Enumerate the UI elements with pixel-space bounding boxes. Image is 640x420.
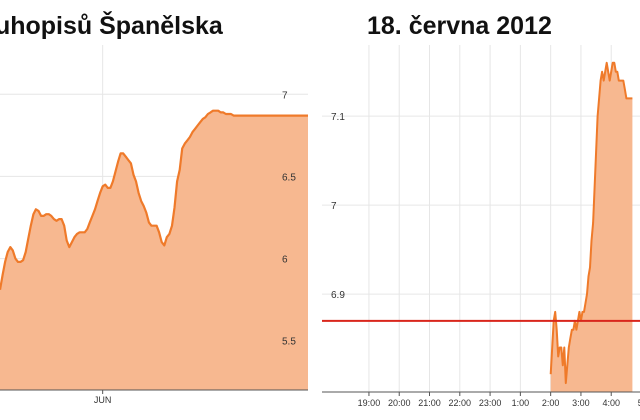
x-tick-label: 20:00 xyxy=(388,398,411,408)
x-tick-label: JUN xyxy=(94,395,112,405)
x-tick-label: 21:00 xyxy=(418,398,441,408)
series-line xyxy=(0,109,308,290)
series-area xyxy=(550,62,633,393)
x-tick-label: 23:00 xyxy=(479,398,502,408)
x-tick-label: 5: xyxy=(638,398,640,408)
x-tick-label: 2:00 xyxy=(542,398,560,408)
y-tick-label: 6.5 xyxy=(282,172,296,183)
y-tick-label: 6 xyxy=(282,255,288,266)
left-chart-title: luhopisů Španělska xyxy=(0,12,223,40)
left-chart: 7 6.5 6 5.5 JUN xyxy=(0,45,308,405)
x-tick-label: 19:00 xyxy=(358,398,381,408)
series-area xyxy=(0,110,308,390)
y-tick-label: 7 xyxy=(282,90,288,101)
y-tick-label: 7 xyxy=(331,201,337,212)
y-tick-label: 6.9 xyxy=(331,290,345,301)
right-chart: 7.1 7 6.9 19:00 20:00 21:00 22:00 23:00 1:00 2:00… xyxy=(322,45,640,408)
x-tick-label: 4:00 xyxy=(602,398,620,408)
x-tick-label: 3:00 xyxy=(572,398,590,408)
series-line xyxy=(549,61,633,385)
right-chart-title: 18. června 2012 xyxy=(367,12,552,40)
x-tick-label: 1:00 xyxy=(512,398,530,408)
x-tick-label: 22:00 xyxy=(449,398,472,408)
y-tick-label: 7.1 xyxy=(331,112,345,123)
y-tick-label: 5.5 xyxy=(282,337,296,348)
